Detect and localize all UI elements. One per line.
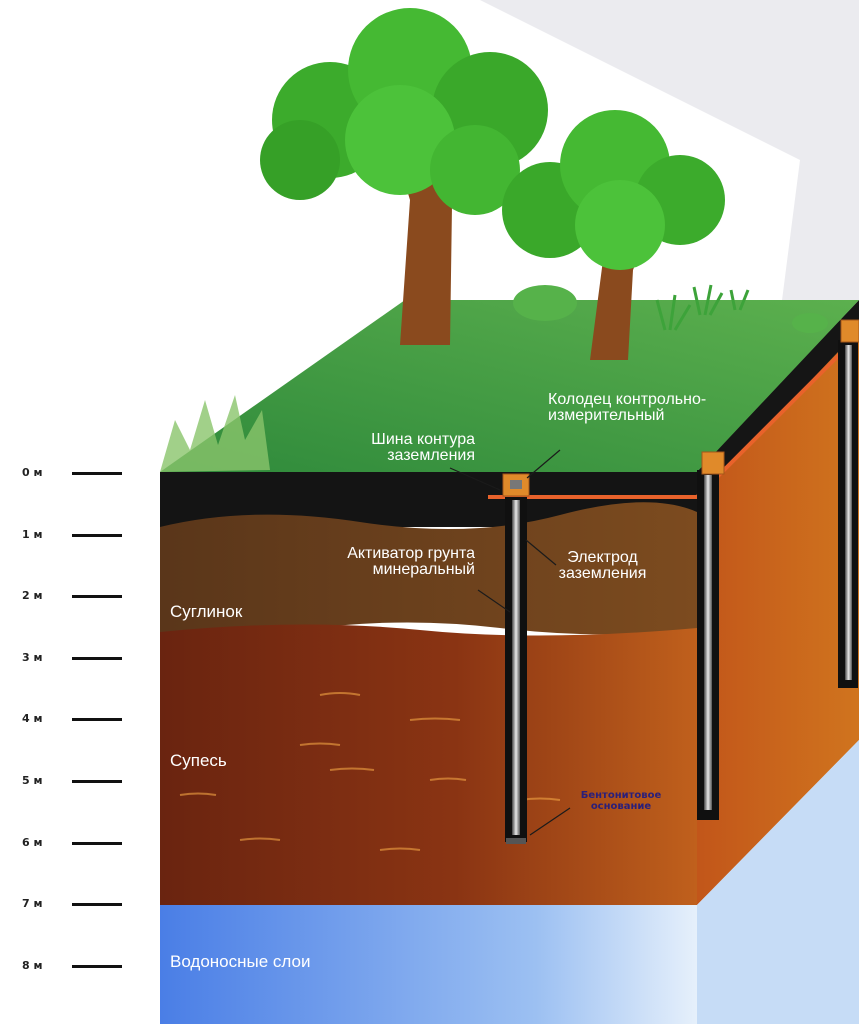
depth-mark-label: 5 м — [22, 774, 43, 787]
depth-tick — [72, 965, 122, 968]
callout-grounding-electrode: Электрод заземления — [558, 549, 647, 582]
aquifer-layer — [160, 905, 697, 1024]
depth-tick — [72, 903, 122, 906]
depth-tick — [72, 472, 122, 475]
grounding-electrode-back — [838, 319, 859, 688]
callout-bentonite-base: Бентонитовое основание — [580, 790, 662, 812]
tree-small — [502, 110, 725, 360]
grass-tuft-left — [160, 395, 270, 472]
tree-large — [260, 8, 548, 345]
sandy-loam-layer — [160, 624, 697, 905]
grass-plants — [655, 284, 750, 331]
depth-mark-label: 0 м — [22, 466, 43, 479]
depth-tick — [72, 534, 122, 537]
callout-leaders — [449, 449, 571, 836]
depth-mark-label: 8 м — [22, 959, 43, 972]
side-face-water — [697, 740, 859, 1024]
depth-tick — [72, 842, 122, 845]
side-face-sand — [697, 330, 859, 905]
grounding-electrode-middle — [697, 451, 725, 820]
loam-layer — [160, 502, 697, 638]
depth-mark-label: 4 м — [22, 712, 43, 725]
layer-label-sandy-loam: Супесь — [170, 751, 227, 770]
sand-glints — [179, 692, 561, 851]
bush — [792, 313, 828, 333]
grass-surface — [160, 300, 859, 472]
layer-label-aquifer: Водоносные слои — [170, 952, 311, 971]
bush — [513, 285, 577, 321]
callout-soil-activator: Активатор грунта минеральный — [347, 545, 475, 578]
callout-inspection-well: Колодец контрольно-измерительный — [548, 391, 707, 424]
layer-label-loam: Суглинок — [170, 602, 243, 621]
callout-grounding-bus: Шина контура заземления — [371, 431, 475, 464]
depth-mark-label: 6 м — [22, 836, 43, 849]
depth-mark-label: 3 м — [22, 651, 43, 664]
grounding-electrode-front — [502, 473, 530, 844]
depth-mark-label: 7 м — [22, 897, 43, 910]
depth-tick — [72, 657, 122, 660]
depth-tick — [72, 595, 122, 598]
depth-tick — [72, 780, 122, 783]
side-face-topsoil — [697, 300, 859, 500]
depth-mark-label: 1 м — [22, 528, 43, 541]
depth-tick — [72, 718, 122, 721]
depth-mark-label: 2 м — [22, 589, 43, 602]
